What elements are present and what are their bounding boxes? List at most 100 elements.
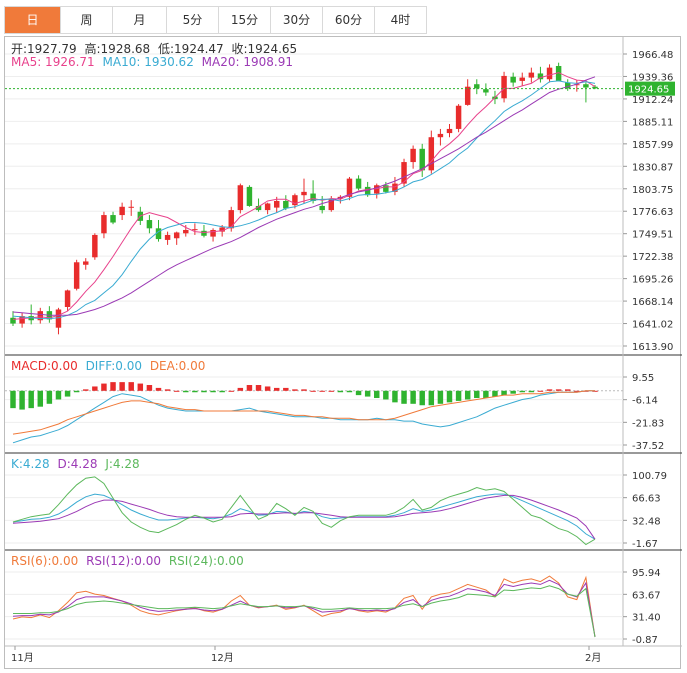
macd-bar — [510, 390, 516, 394]
macd-bar — [519, 390, 525, 393]
tab-day[interactable]: 日 — [5, 7, 61, 33]
candle-body — [364, 186, 371, 196]
price-tick-label: 1722.38 — [632, 252, 673, 263]
macd-legend: MACD:0.00 DIFF:0.00 DEA:0.00 — [11, 359, 209, 373]
macd-bar — [128, 382, 134, 391]
candle-body — [555, 65, 562, 81]
macd-bar — [192, 390, 198, 393]
candle-body — [73, 262, 80, 289]
tab-5min[interactable]: 5分 — [167, 7, 219, 33]
candle-body — [446, 128, 453, 134]
k-line — [12, 493, 596, 540]
kdj-tick-label: 32.48 — [632, 516, 661, 527]
macd-bar — [537, 390, 544, 392]
price-tick-label: 1966.48 — [632, 50, 673, 61]
candle-body — [237, 185, 244, 211]
candle-body — [119, 206, 125, 216]
tab-week[interactable]: 周 — [61, 7, 113, 33]
kdj-tick-label: -1.67 — [632, 539, 658, 550]
kdj-tick-label: 100.79 — [632, 471, 667, 482]
kdj-tick-label: 66.63 — [632, 494, 661, 505]
macd-bar — [146, 385, 153, 391]
chart-container[interactable]: 1966.48 1939.36 1912.24 1885.11 1857.99 1830.… — [4, 36, 682, 669]
rsi-tick-label: -0.87 — [632, 635, 658, 646]
macd-bar — [10, 390, 16, 409]
macd-bar — [101, 383, 107, 391]
candle-body — [346, 178, 353, 197]
diff-value: DIFF:0.00 — [85, 359, 142, 373]
candle-body — [128, 206, 134, 208]
rsi-tick-label: 95.94 — [632, 568, 661, 579]
tab-30min[interactable]: 30分 — [271, 7, 323, 33]
macd-bar — [283, 387, 289, 391]
stock-chart: 1966.48 1939.36 1912.24 1885.11 1857.99 1830.… — [5, 37, 682, 664]
rsi6-value: RSI(6):0.00 — [11, 554, 79, 568]
tab-15min[interactable]: 15分 — [219, 7, 271, 33]
candle-body — [519, 77, 525, 81]
candle-body — [383, 185, 389, 192]
macd-bar — [564, 389, 571, 391]
macd-bar — [73, 390, 80, 393]
macd-bar — [55, 390, 62, 400]
macd-bar — [474, 390, 480, 399]
macd-bar — [183, 390, 189, 393]
candle-body — [246, 186, 253, 206]
macd-bar — [292, 389, 298, 391]
close-value: 收:1924.65 — [231, 42, 298, 56]
rsi24-value: RSI(24):0.00 — [168, 554, 244, 568]
macd-bar — [28, 390, 34, 409]
j-value: J:4.28 — [105, 457, 140, 471]
macd-bar — [346, 390, 353, 393]
macd-bar — [110, 382, 116, 391]
candle-body — [110, 215, 116, 223]
candle-body — [19, 316, 25, 324]
price-tick-label: 1613.90 — [632, 342, 673, 353]
rsi6-line — [12, 575, 596, 638]
macd-bar — [228, 390, 234, 392]
last-price-label: 1924.65 — [628, 85, 669, 96]
price-tick-label: 1749.51 — [632, 230, 673, 241]
x-tick-label: 11月 — [11, 652, 34, 664]
candle-body — [310, 193, 316, 201]
macd-bar — [392, 390, 398, 403]
tab-4hour[interactable]: 4时 — [375, 7, 427, 33]
macd-tick-label: -37.52 — [632, 441, 664, 452]
macd-bar — [410, 390, 416, 404]
macd-bar — [219, 390, 225, 393]
candle-body — [355, 178, 362, 189]
macd-bar — [255, 385, 262, 391]
tab-60min[interactable]: 60分 — [323, 7, 375, 33]
macd-bar — [528, 390, 535, 393]
macd-bar — [246, 385, 253, 391]
rsi12-value: RSI(12):0.00 — [86, 554, 161, 568]
candle-body — [428, 137, 435, 171]
candle-body — [10, 317, 16, 324]
candle-body — [583, 84, 589, 88]
candle-body — [528, 72, 535, 78]
tab-month[interactable]: 月 — [113, 7, 167, 33]
candle-body — [401, 162, 407, 184]
ma20-line — [12, 76, 596, 316]
candle-body — [501, 75, 507, 99]
price-tick-label: 1912.24 — [632, 95, 673, 106]
candle-body — [483, 89, 489, 93]
candle-body — [255, 205, 262, 211]
macd-bar — [210, 390, 216, 393]
price-tick-label: 1776.63 — [632, 207, 673, 218]
price-info-legend: 开:1927.79 高:1928.68 低:1924.47 收:1924.65 — [11, 40, 301, 57]
ma20-value: MA20: 1908.91 — [201, 55, 293, 69]
candle-body — [183, 229, 189, 234]
candle-body — [228, 210, 234, 229]
candle-body — [537, 73, 544, 80]
macd-bar — [464, 390, 471, 400]
x-tick-label: 2月 — [585, 652, 601, 664]
macd-bar — [492, 390, 498, 397]
rsi-tick-label: 31.40 — [632, 613, 661, 624]
macd-bar — [383, 390, 389, 400]
candle-body — [464, 86, 471, 105]
candle-body — [437, 133, 444, 138]
candle-body — [37, 311, 44, 321]
price-tick-label: 1803.75 — [632, 185, 673, 196]
candle-body — [283, 200, 289, 209]
ma10-value: MA10: 1930.62 — [102, 55, 194, 69]
